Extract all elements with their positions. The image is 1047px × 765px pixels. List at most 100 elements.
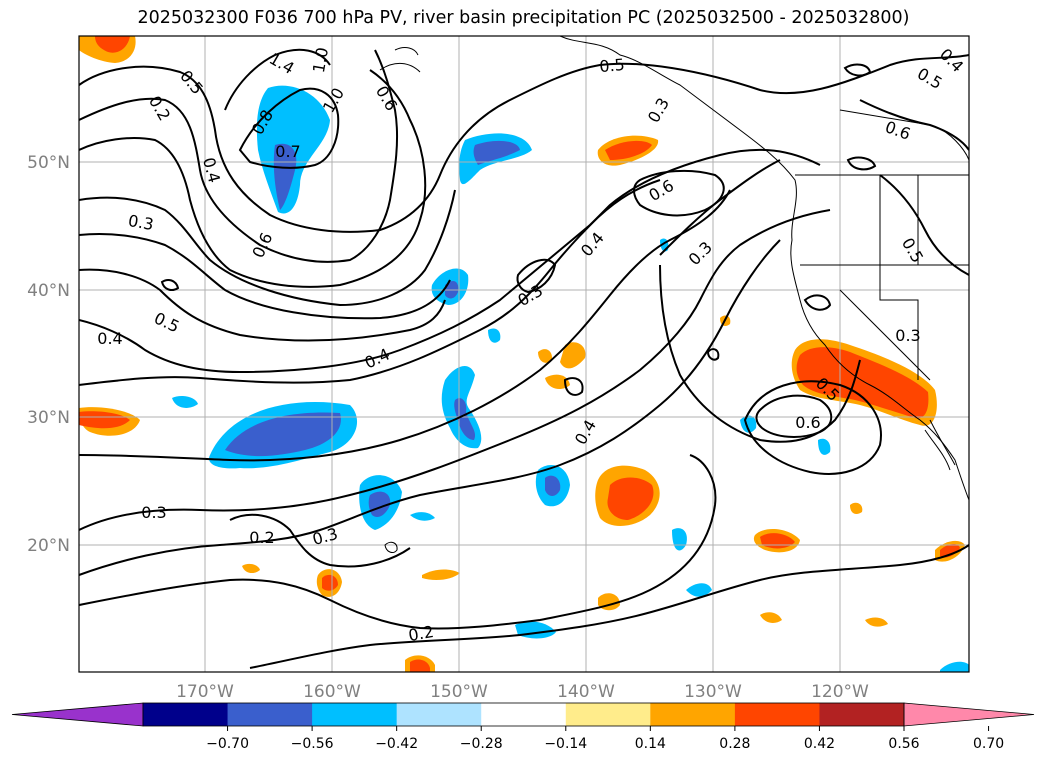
coastline-hawaii (384, 541, 398, 553)
pv-contour (846, 156, 877, 171)
precip-positive-area (760, 612, 782, 623)
pv-contour (79, 268, 446, 342)
precip-negative-area (410, 512, 435, 521)
coastline-north-america (559, 36, 969, 501)
pv-contour (659, 264, 861, 443)
state-border (839, 289, 931, 381)
contour-label: 0.2 (249, 528, 274, 547)
precip-negative-area (225, 412, 341, 457)
pv-contour (79, 49, 399, 263)
pv-contour (859, 99, 969, 151)
colorbar-extend-max (903, 702, 1035, 727)
pv-contour (79, 209, 831, 531)
pv-contour (879, 174, 969, 276)
precip-positive-area (410, 659, 430, 672)
precip-positive-area (605, 140, 652, 160)
colorbar-segment (650, 703, 736, 726)
lat-label: 40°N (27, 281, 70, 301)
contour-label: 0.2 (407, 622, 435, 645)
longitude-labels: 170°W 160°W 150°W 140°W 130°W 120°W (176, 682, 869, 702)
precip-positive-area (322, 574, 338, 591)
pv-contour (516, 258, 557, 294)
precip-negative-area (473, 140, 520, 165)
lon-label: 140°W (557, 682, 615, 702)
pv-contour (229, 513, 411, 568)
colorbar-segment (396, 703, 482, 726)
colorbar-label: 0.70 (973, 736, 1004, 752)
latitude-labels: 50°N 40°N 30°N 20°N (27, 153, 70, 556)
pv-contour (160, 279, 180, 291)
pv-contour (755, 394, 833, 438)
colorbar-extend-min (11, 702, 144, 727)
contour-label: 0.6 (795, 413, 820, 432)
pv-contour (79, 239, 781, 576)
map-frame (78, 35, 970, 673)
pv-contour (79, 454, 717, 630)
pv-contour (79, 233, 451, 320)
lat-label: 50°N (27, 153, 70, 173)
precip-negative-area (488, 328, 501, 343)
contour-label: 0.4 (97, 329, 122, 348)
precip-positive-area (79, 411, 130, 429)
precip-positive-area (242, 563, 260, 574)
precip-negative-area (273, 143, 297, 210)
pv-contour (79, 189, 731, 462)
pv-contour (843, 63, 872, 77)
pv-contour (803, 294, 832, 311)
colorbar-label: 0.42 (804, 736, 835, 752)
colorbar-label: −0.56 (291, 736, 334, 752)
precip-positive-area (545, 374, 570, 390)
precip-negative-area (940, 661, 969, 672)
lon-label: 130°W (684, 682, 742, 702)
pv-contour (743, 380, 882, 475)
contour-label: 0.3 (895, 326, 920, 345)
precip-positive-area (850, 502, 863, 514)
pv-contour (563, 377, 584, 396)
lon-label: 120°W (811, 682, 869, 702)
colorbar-label: 0.28 (719, 736, 750, 752)
pv-contour (249, 544, 969, 669)
contour-label: 1.0 (309, 46, 332, 74)
pv-contour (633, 169, 725, 217)
colorbar-label: −0.14 (544, 736, 587, 752)
precip-positive-area (95, 36, 130, 53)
precip-negative-area (818, 438, 831, 455)
contour-label: 0.7 (275, 142, 300, 161)
colorbar-label: −0.70 (206, 736, 249, 752)
lon-label: 160°W (303, 682, 361, 702)
pv-contour (79, 69, 427, 288)
colorbar-label: −0.28 (460, 736, 503, 752)
colorbar: −0.70 −0.56 −0.42 −0.28 −0.14 0.14 0.28 0.42 0.5… (11, 702, 1035, 752)
lon-label: 170°W (176, 682, 234, 702)
contour-label: 0.3 (141, 503, 166, 522)
colorbar-label: 0.14 (635, 736, 666, 752)
colorbar-label: 0.56 (888, 736, 919, 752)
colorbar-segment (734, 703, 820, 726)
colorbar-label: −0.42 (375, 736, 418, 752)
precip-positive-area (940, 544, 960, 558)
lat-label: 30°N (27, 408, 70, 428)
pv-contour (79, 189, 456, 307)
colorbar-frame (142, 702, 905, 727)
state-border (879, 265, 919, 380)
coastline-baja (924, 419, 956, 471)
precip-positive-area (607, 477, 654, 520)
lat-label: 20°N (27, 536, 70, 556)
precip-positive-area (796, 347, 929, 419)
precip-negative-area (172, 396, 198, 408)
precip-negative-area (686, 583, 712, 597)
precip-positive-area (865, 617, 888, 627)
pv-contour (79, 54, 969, 233)
colorbar-segment (312, 703, 398, 726)
pv-contour (706, 348, 720, 361)
pv-contour (79, 148, 821, 386)
pv-contour (224, 48, 331, 111)
colorbar-segment (227, 703, 313, 726)
pv-contour (238, 87, 340, 169)
precip-positive-area (560, 342, 586, 369)
figure-title: 2025032300 F036 700 hPa PV, river basin … (137, 8, 910, 28)
precip-positive-area (422, 569, 460, 581)
precip-positive-area (538, 349, 553, 363)
contour-label: 0.3 (127, 211, 155, 234)
